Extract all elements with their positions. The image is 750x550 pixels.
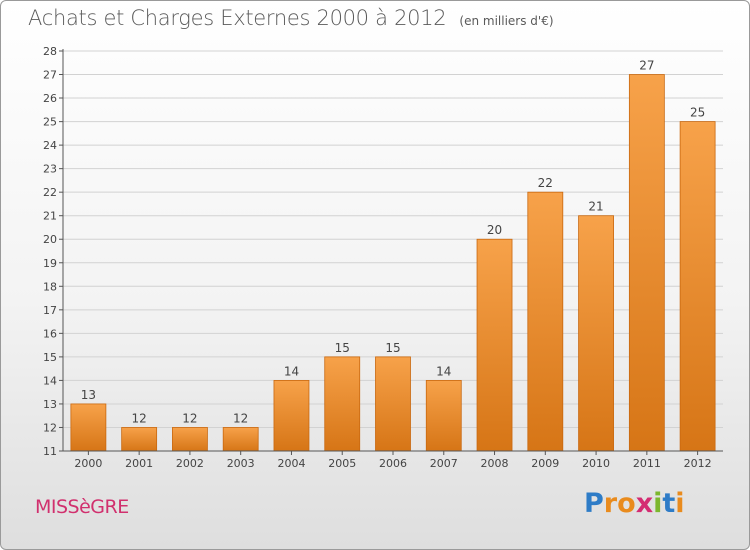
x-tick-label: 2005 [328, 457, 356, 470]
bar-2005 [324, 356, 361, 452]
bar-2012 [679, 121, 716, 452]
chart-subtitle: (en milliers d'€) [459, 14, 554, 28]
bar-2004 [273, 380, 310, 452]
logo-letter: i [653, 488, 663, 519]
x-tick-label: 2001 [125, 457, 153, 470]
y-tick-label: 13 [43, 398, 57, 411]
data-label: 27 [639, 59, 654, 73]
bars [70, 74, 716, 452]
bar-2008 [476, 238, 513, 452]
data-label: 12 [132, 411, 147, 425]
logo-letter: x [635, 488, 654, 519]
logo-letter: P [584, 488, 604, 519]
y-tick-label: 16 [43, 327, 57, 340]
x-tick-label: 2000 [74, 457, 102, 470]
data-label: 14 [284, 364, 299, 378]
chart-title-block: Achats et Charges Externes 2000 à 2012 (… [28, 6, 554, 30]
y-tick-label: 21 [43, 210, 57, 223]
data-label: 13 [81, 388, 96, 402]
bar-2001 [121, 427, 158, 452]
y-tick-label: 17 [43, 304, 57, 317]
x-tick-label: 2002 [176, 457, 204, 470]
y-tick-label: 11 [43, 445, 57, 458]
chart-title: Achats et Charges Externes 2000 à 2012 [28, 6, 447, 30]
x-tick-label: 2004 [277, 457, 305, 470]
x-tick-label: 2003 [227, 457, 255, 470]
y-tick-label: 14 [43, 374, 57, 387]
bar-2000 [70, 403, 107, 452]
y-tick-label: 20 [43, 233, 57, 246]
data-label: 14 [436, 364, 451, 378]
logo-letter: o [617, 488, 636, 519]
bar-2007 [425, 380, 462, 452]
y-tick-label: 18 [43, 280, 57, 293]
x-tick-label: 2012 [684, 457, 712, 470]
x-tick-label: 2009 [531, 457, 559, 470]
place-name: MISSèGRE [35, 496, 129, 518]
logo-letter: t [662, 488, 676, 519]
x-tick-label: 2010 [582, 457, 610, 470]
y-tick-label: 28 [43, 45, 57, 58]
y-tick-label: 27 [43, 69, 57, 82]
x-tick-label: 2007 [430, 457, 458, 470]
bar-2002 [172, 427, 208, 452]
proxiti-logo: Proxiti [584, 488, 685, 519]
y-tick-label: 19 [43, 257, 57, 270]
y-tick-label: 26 [43, 92, 57, 105]
data-label: 12 [182, 411, 197, 425]
y-tick-label: 25 [43, 116, 57, 129]
labels: 11 12 13 14 15 16 17 18 19 20 21 22 23 24 25 26 27 28 13 20… [43, 45, 712, 470]
x-tick-label: 2008 [481, 457, 509, 470]
bar-2003 [222, 427, 259, 452]
x-tick-label: 2011 [633, 457, 661, 470]
bar-2011 [628, 74, 665, 452]
logo-letter: i [675, 488, 685, 519]
x-tick-label: 2006 [379, 457, 407, 470]
data-label: 21 [588, 200, 603, 214]
axes [59, 49, 723, 455]
bar-2006 [375, 356, 411, 452]
y-tick-label: 12 [43, 421, 57, 434]
bar-2009 [527, 191, 564, 452]
bar-2010 [578, 215, 614, 452]
y-tick-label: 15 [43, 351, 57, 364]
y-tick-label: 22 [43, 186, 57, 199]
logo-letter: r [603, 488, 618, 519]
data-label: 15 [335, 341, 350, 355]
data-label: 15 [385, 341, 400, 355]
data-label: 20 [487, 223, 502, 237]
data-label: 25 [690, 106, 705, 120]
data-label: 22 [538, 176, 553, 190]
y-tick-label: 24 [43, 139, 57, 152]
data-label: 12 [233, 411, 248, 425]
y-tick-label: 23 [43, 163, 57, 176]
